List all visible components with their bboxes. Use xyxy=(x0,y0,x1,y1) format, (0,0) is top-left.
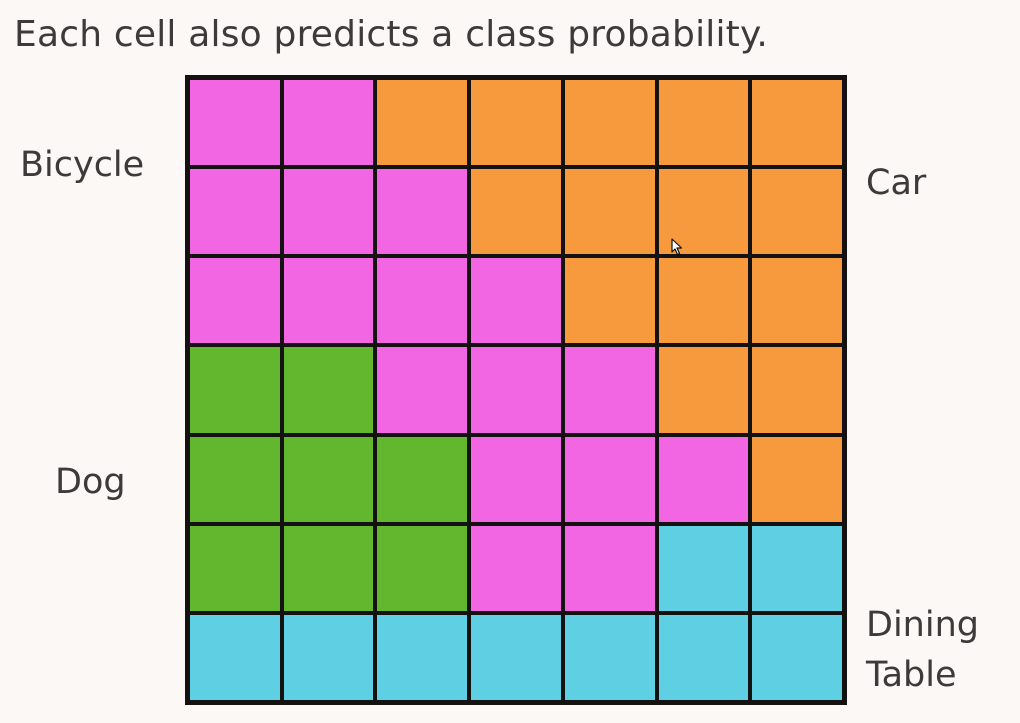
grid-cell-bicycle xyxy=(377,258,468,344)
grid-cell-car xyxy=(658,80,749,166)
grid-cell-dog xyxy=(190,347,280,433)
grid-cell-dining-table xyxy=(283,614,374,700)
grid-cell-bicycle xyxy=(283,80,374,166)
grid-cell-car xyxy=(752,80,842,166)
grid-cell-dog xyxy=(283,347,374,433)
grid-cell-dining-table xyxy=(564,614,655,700)
grid-cell-bicycle xyxy=(471,525,561,611)
grid-cell-dining-table xyxy=(752,614,842,700)
grid-cell-dog xyxy=(190,525,280,611)
grid-cell-dining-table xyxy=(471,614,561,700)
arrow-cursor-icon xyxy=(671,238,683,256)
grid-cell-bicycle xyxy=(377,169,468,255)
grid-cell-car xyxy=(658,347,749,433)
grid-cell-bicycle xyxy=(377,347,468,433)
grid-cell-car xyxy=(752,169,842,255)
label-dining-table-line1: Dining xyxy=(866,605,979,645)
label-dog: Dog xyxy=(55,462,126,502)
grid-cell-bicycle xyxy=(564,436,655,522)
grid-cell-car xyxy=(471,80,561,166)
label-car: Car xyxy=(866,163,927,203)
grid-cell-car xyxy=(752,436,842,522)
grid-cell-bicycle xyxy=(471,347,561,433)
grid-cell-bicycle xyxy=(190,258,280,344)
grid-cell-bicycle xyxy=(190,169,280,255)
label-bicycle: Bicycle xyxy=(20,145,145,185)
grid-cell-dining-table xyxy=(752,525,842,611)
grid-cell-dining-table xyxy=(658,525,749,611)
grid-cell-car xyxy=(752,347,842,433)
grid-cell-bicycle xyxy=(471,258,561,344)
grid-cell-dog xyxy=(377,436,468,522)
label-dining-table: Dining Table xyxy=(866,600,979,700)
grid-cell-dog xyxy=(377,525,468,611)
grid-cell-car xyxy=(564,80,655,166)
grid-cell-dining-table xyxy=(190,614,280,700)
grid-cell-bicycle xyxy=(283,258,374,344)
grid-cell-bicycle xyxy=(190,80,280,166)
grid-cell-car xyxy=(564,169,655,255)
grid-cell-dog xyxy=(283,436,374,522)
grid-cell-car xyxy=(377,80,468,166)
grid-cell-dog xyxy=(190,436,280,522)
grid-cell-bicycle xyxy=(471,436,561,522)
grid-cell-bicycle xyxy=(283,169,374,255)
grid-cell-bicycle xyxy=(658,436,749,522)
grid-cell-car xyxy=(564,258,655,344)
grid-cell-car xyxy=(471,169,561,255)
grid-cell-dog xyxy=(283,525,374,611)
grid-cell-dining-table xyxy=(377,614,468,700)
class-probability-grid xyxy=(185,75,847,705)
grid-cell-car xyxy=(658,258,749,344)
grid-cell-car xyxy=(752,258,842,344)
grid-cell-bicycle xyxy=(564,347,655,433)
grid-cell-dining-table xyxy=(658,614,749,700)
slide-heading: Each cell also predicts a class probabil… xyxy=(14,14,769,55)
grid-cell-bicycle xyxy=(564,525,655,611)
label-dining-table-line2: Table xyxy=(866,655,957,695)
